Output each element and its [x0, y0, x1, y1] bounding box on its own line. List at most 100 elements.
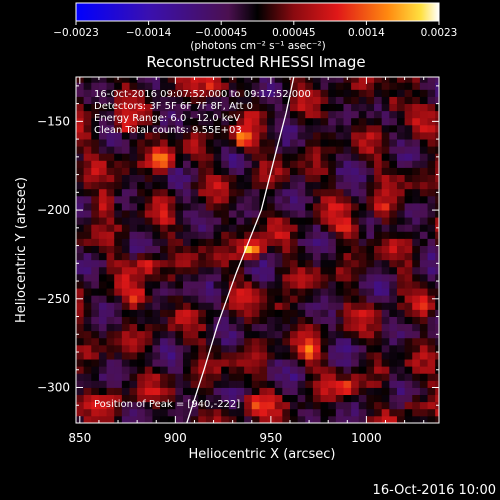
image-pixel	[160, 103, 169, 112]
image-pixel	[98, 160, 107, 168]
image-pixel	[404, 302, 413, 310]
image-pixel	[412, 323, 421, 332]
image-pixel	[312, 309, 321, 317]
image-pixel	[366, 415, 375, 423]
image-pixel	[167, 103, 176, 112]
image-pixel	[228, 295, 237, 303]
image-pixel	[137, 387, 146, 396]
image-pixel	[144, 252, 153, 261]
image-pixel	[167, 380, 176, 388]
image-pixel	[137, 153, 146, 161]
image-pixel	[374, 380, 383, 388]
image-pixel	[221, 117, 230, 126]
image-pixel	[381, 252, 390, 261]
image-pixel	[152, 110, 161, 119]
colorbar-tick-label: −0.0023	[53, 27, 99, 39]
image-pixel	[381, 415, 390, 423]
image-pixel	[297, 415, 306, 423]
image-pixel	[297, 96, 306, 105]
image-pixel	[289, 288, 299, 296]
image-pixel	[182, 82, 192, 90]
image-pixel	[76, 281, 85, 289]
image-pixel	[374, 352, 383, 360]
image-pixel	[335, 380, 344, 388]
image-pixel	[76, 273, 85, 282]
image-pixel	[98, 415, 107, 423]
image-pixel	[335, 309, 344, 317]
image-pixel	[91, 181, 100, 190]
image-pixel	[320, 387, 329, 396]
image-pixel	[152, 160, 161, 168]
image-pixel	[320, 245, 329, 254]
image-pixel	[289, 302, 299, 310]
image-pixel	[205, 380, 214, 388]
image-pixel	[412, 288, 421, 296]
image-pixel	[374, 160, 383, 168]
image-pixel	[205, 103, 214, 112]
image-pixel	[221, 408, 230, 417]
image-pixel	[404, 352, 413, 360]
image-pixel	[182, 181, 192, 190]
image-pixel	[328, 323, 337, 332]
image-pixel	[190, 380, 199, 388]
image-pixel	[289, 266, 299, 275]
image-pixel	[205, 295, 214, 303]
image-pixel	[83, 181, 92, 190]
image-pixel	[343, 167, 352, 175]
image-pixel	[236, 408, 245, 417]
image-pixel	[427, 252, 436, 261]
image-pixel	[98, 266, 107, 275]
image-pixel	[221, 359, 230, 367]
image-pixel	[343, 387, 352, 396]
image-pixel	[312, 330, 321, 339]
image-pixel	[175, 366, 184, 374]
image-pixel	[404, 217, 413, 225]
image-pixel	[114, 139, 123, 147]
image-pixel	[236, 309, 245, 317]
image-pixel	[175, 132, 184, 140]
image-pixel	[396, 210, 406, 218]
image-pixel	[282, 273, 291, 282]
image-pixel	[198, 210, 207, 218]
image-pixel	[259, 224, 268, 232]
image-pixel	[343, 330, 352, 339]
image-pixel	[106, 224, 115, 232]
image-pixel	[228, 344, 237, 353]
image-pixel	[404, 266, 413, 275]
image-pixel	[328, 387, 337, 396]
image-pixel	[152, 245, 161, 254]
image-pixel	[251, 160, 260, 168]
image-pixel	[236, 415, 245, 423]
image-pixel	[221, 344, 230, 353]
image-pixel	[381, 174, 390, 183]
colorbar-ticks: −0.0023 −0.0014 −0.00045 0.00045 0.0014 0.002…	[53, 21, 457, 39]
image-pixel	[259, 132, 268, 140]
y-axis-ticks: −300−250−200−150	[37, 85, 439, 406]
image-pixel	[305, 273, 314, 282]
image-pixel	[305, 195, 314, 204]
image-pixel	[114, 401, 123, 410]
image-pixel	[396, 245, 406, 254]
image-pixel	[137, 224, 146, 232]
image-pixel	[419, 352, 428, 360]
image-pixel	[129, 380, 138, 388]
image-pixel	[282, 330, 291, 339]
image-pixel	[228, 352, 237, 360]
image-pixel	[152, 139, 161, 147]
image-pixel	[205, 110, 214, 119]
image-pixel	[106, 394, 115, 403]
image-pixel	[198, 252, 207, 261]
image-pixel	[83, 202, 92, 211]
image-pixel	[435, 337, 439, 346]
image-pixel	[244, 167, 253, 175]
image-pixel	[83, 373, 92, 381]
image-pixel	[267, 103, 276, 112]
image-pixel	[137, 210, 146, 218]
image-pixel	[228, 288, 237, 296]
image-pixel	[274, 295, 283, 303]
image-pixel	[419, 153, 428, 161]
image-pixel	[129, 330, 138, 339]
image-pixel	[419, 415, 428, 423]
image-pixel	[427, 139, 436, 147]
image-pixel	[228, 281, 237, 289]
